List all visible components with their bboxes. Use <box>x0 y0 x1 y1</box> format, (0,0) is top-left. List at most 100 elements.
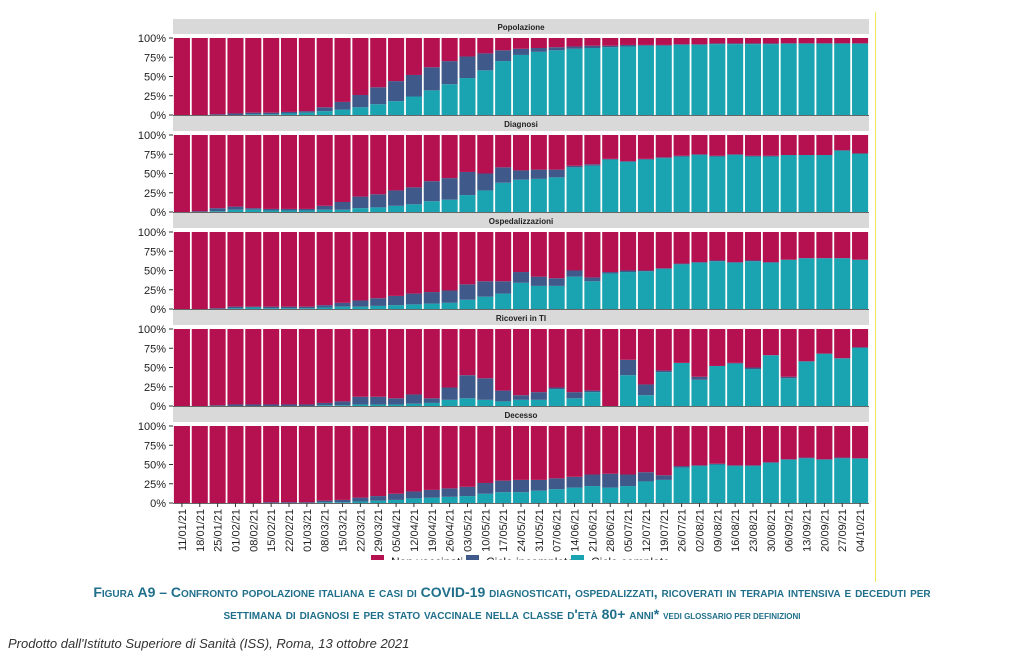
bar-non-vaccinati-0-31 <box>727 38 744 44</box>
bar-incompleto-4-35 <box>798 457 815 459</box>
bar-incompleto-2-28 <box>673 263 690 265</box>
y-tick-label-3-1: 25% <box>144 382 166 394</box>
bar-non-vaccinati-2-20 <box>530 232 547 277</box>
y-tick-label-0-0: 0% <box>150 110 166 122</box>
bar-completo-3-15 <box>441 399 458 406</box>
bar-completo-4-22 <box>566 487 583 503</box>
bar-non-vaccinati-2-5 <box>263 232 280 307</box>
bar-non-vaccinati-1-5 <box>263 135 280 209</box>
y-tick-label-3-3: 75% <box>144 343 166 355</box>
bar-incompleto-0-17 <box>477 53 494 71</box>
bar-incompleto-2-29 <box>691 262 708 263</box>
bar-incompleto-1-12 <box>388 190 405 206</box>
bar-incompleto-1-30 <box>709 155 726 157</box>
bar-non-vaccinati-0-19 <box>512 38 530 49</box>
bar-completo-3-26 <box>637 395 654 406</box>
bar-incompleto-3-2 <box>209 405 226 406</box>
bar-completo-1-5 <box>263 210 280 212</box>
bar-completo-0-15 <box>441 84 458 115</box>
bar-completo-3-32 <box>744 369 762 406</box>
bar-incompleto-0-9 <box>334 101 351 110</box>
bar-non-vaccinati-3-29 <box>691 329 708 377</box>
bar-incompleto-4-36 <box>816 459 833 460</box>
bar-completo-2-34 <box>780 259 797 309</box>
bar-incompleto-0-33 <box>762 43 779 45</box>
bar-completo-1-28 <box>673 156 690 212</box>
bar-non-vaccinati-4-7 <box>298 426 315 503</box>
bar-completo-2-16 <box>459 299 476 309</box>
bar-incompleto-4-7 <box>298 502 315 503</box>
bar-completo-0-20 <box>530 51 547 115</box>
bar-incompleto-1-6 <box>280 208 298 211</box>
bar-completo-0-36 <box>816 43 833 115</box>
x-tick-label-13: 12/04/21 <box>409 509 421 552</box>
bar-completo-1-32 <box>744 156 762 212</box>
bar-non-vaccinati-4-25 <box>620 426 637 475</box>
bar-non-vaccinati-1-30 <box>709 135 726 156</box>
bar-non-vaccinati-2-16 <box>459 232 476 285</box>
bar-non-vaccinati-1-2 <box>209 135 226 209</box>
bar-completo-4-17 <box>477 493 494 503</box>
bar-non-vaccinati-4-29 <box>691 426 708 466</box>
bar-completo-3-12 <box>388 404 405 406</box>
bar-incompleto-0-27 <box>655 44 672 46</box>
bar-non-vaccinati-4-26 <box>637 426 654 473</box>
bar-incompleto-1-14 <box>423 181 440 202</box>
bar-non-vaccinati-0-3 <box>227 38 244 114</box>
bar-completo-2-13 <box>405 304 422 309</box>
bar-incompleto-3-29 <box>691 376 708 380</box>
y-tick-label-4-0: 0% <box>150 498 166 510</box>
bar-non-vaccinati-3-32 <box>744 329 762 368</box>
bar-non-vaccinati-4-16 <box>459 426 476 487</box>
x-tick-label-21: 07/06/21 <box>552 509 564 552</box>
bar-incompleto-4-37 <box>834 457 851 459</box>
bar-non-vaccinati-4-15 <box>441 426 458 489</box>
bar-completo-0-29 <box>691 44 708 115</box>
bar-non-vaccinati-1-13 <box>405 135 422 188</box>
bar-completo-3-16 <box>459 398 476 406</box>
bar-non-vaccinati-0-13 <box>405 38 422 75</box>
bar-incompleto-2-15 <box>441 290 458 303</box>
bar-incompleto-1-31 <box>727 154 744 156</box>
x-tick-label-15: 26/04/21 <box>445 509 457 552</box>
bar-non-vaccinati-3-4 <box>245 329 262 405</box>
bar-incompleto-4-30 <box>709 463 726 465</box>
y-tick-label-2-3: 75% <box>144 246 166 258</box>
bar-incompleto-2-32 <box>744 260 762 262</box>
x-tick-label-4: 08/02/21 <box>248 509 260 552</box>
bar-completo-2-35 <box>798 258 815 309</box>
bar-completo-4-13 <box>405 498 422 503</box>
bar-non-vaccinati-2-19 <box>512 232 530 273</box>
bar-non-vaccinati-2-15 <box>441 232 458 291</box>
bar-non-vaccinati-3-27 <box>655 329 672 371</box>
bar-non-vaccinati-4-11 <box>370 426 387 497</box>
legend-label-0: Non vaccinati <box>391 555 463 560</box>
bar-incompleto-1-15 <box>441 178 458 200</box>
bar-incompleto-1-2 <box>209 208 226 212</box>
bar-incompleto-2-3 <box>227 306 244 309</box>
x-tick-label-32: 23/08/21 <box>748 509 760 552</box>
bar-completo-0-10 <box>352 107 369 115</box>
bar-non-vaccinati-2-13 <box>405 232 422 294</box>
bar-non-vaccinati-2-3 <box>227 232 244 307</box>
x-tick-label-20: 31/05/21 <box>534 509 546 552</box>
bar-non-vaccinati-1-35 <box>798 135 815 156</box>
bar-completo-2-22 <box>566 276 583 309</box>
bar-incompleto-0-20 <box>530 48 547 52</box>
bar-non-vaccinati-0-4 <box>245 38 262 113</box>
bar-non-vaccinati-2-27 <box>655 232 672 269</box>
x-tick-label-29: 02/08/21 <box>694 509 706 552</box>
bar-incompleto-1-27 <box>655 157 672 159</box>
bar-incompleto-2-2 <box>209 308 226 309</box>
bar-non-vaccinati-0-9 <box>334 38 351 102</box>
bar-completo-1-10 <box>352 208 369 212</box>
bar-completo-1-38 <box>852 153 869 212</box>
bar-incompleto-4-27 <box>655 475 672 480</box>
bar-non-vaccinati-2-38 <box>852 232 869 260</box>
panel-title-2: Ospedalizzazioni <box>489 217 553 226</box>
bar-incompleto-0-29 <box>691 44 708 45</box>
bar-completo-4-24 <box>602 487 619 503</box>
bar-non-vaccinati-1-26 <box>637 135 654 159</box>
bar-non-vaccinati-0-18 <box>495 38 512 51</box>
bar-non-vaccinati-4-24 <box>602 426 619 474</box>
